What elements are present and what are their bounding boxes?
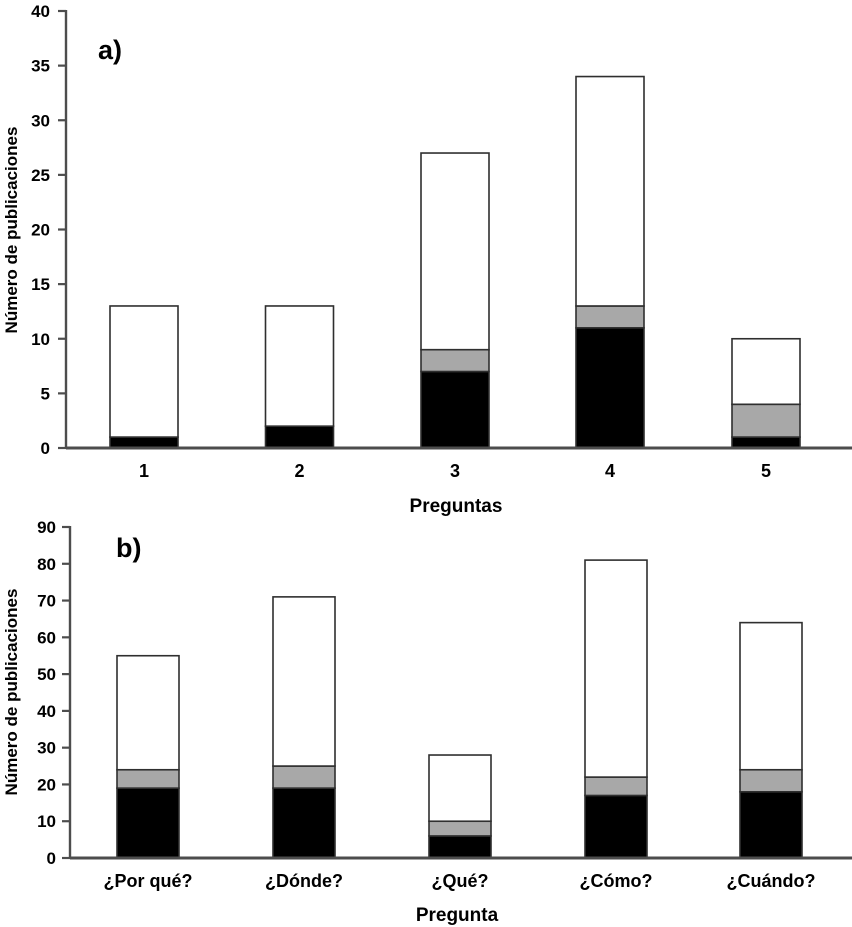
bar-chart-a-5-white-segment	[731, 337, 801, 406]
bar-chart-a-4-black-segment	[575, 327, 645, 449]
chart-a-axes: 0 5 10 15 20 25 30 35 40	[31, 2, 852, 458]
bar-chart-b-¿Cómo?-gray-segment	[584, 776, 648, 797]
bar-chart-a-5-gray-segment	[731, 403, 801, 438]
y-tick-label-chart-b-40: 40	[37, 702, 56, 721]
x-category-label-chart-b-3: ¿Cómo?	[580, 871, 653, 891]
y-tick-label-chart-b-10: 10	[37, 812, 56, 831]
x-axis-title-a: Preguntas	[410, 496, 503, 517]
bar-chart-b-¿Cómo?-black-segment	[584, 794, 648, 859]
x-category-label-chart-a-4: 5	[761, 461, 771, 481]
bar-chart-b-¿Cuándo?-black-segment	[739, 790, 803, 859]
chart-b-axes: 0 10 20 30 40 50 60 70 80 90	[37, 518, 852, 868]
bar-chart-b-¿Qué?-white-segment	[428, 754, 492, 823]
bar-chart-b-¿Qué?-black-segment	[428, 835, 492, 859]
y-tick-label-chart-b-0: 0	[47, 849, 56, 868]
y-tick-label-chart-a-30: 30	[31, 111, 50, 130]
y-tick-label-chart-a-40: 40	[31, 2, 50, 21]
chart-a: 1 2 3 4 5 0 5 10 15 20 25 30 35 40 a) Preguntas Núme…	[2, 2, 852, 517]
bar-chart-b-¿Por qué?-gray-segment	[116, 768, 180, 789]
y-tick-label-chart-b-60: 60	[37, 628, 56, 647]
y-tick-label-chart-b-30: 30	[37, 739, 56, 758]
x-category-label-chart-a-1: 2	[294, 461, 304, 481]
chart-b: ¿Por qué? ¿Dónde? ¿Qué? ¿Cómo? ¿Cuándo? 0 10 2…	[2, 518, 852, 926]
x-category-label-chart-a-2: 3	[450, 461, 460, 481]
bar-chart-b-¿Dónde?-white-segment	[272, 596, 336, 767]
chart-b-bars: ¿Por qué? ¿Dónde? ¿Qué? ¿Cómo? ¿Cuándo?	[104, 559, 816, 891]
y-tick-label-chart-a-5: 5	[41, 384, 50, 403]
y-tick-label-chart-a-25: 25	[31, 166, 50, 185]
bar-chart-a-1-black-segment	[109, 436, 179, 449]
bar-chart-a-2-black-segment	[264, 425, 335, 449]
y-tick-label-chart-a-35: 35	[31, 57, 50, 76]
bar-chart-a-3-white-segment	[420, 152, 490, 351]
y-tick-label-chart-b-20: 20	[37, 775, 56, 794]
x-category-label-chart-b-4: ¿Cuándo?	[727, 871, 816, 891]
bar-chart-b-¿Qué?-gray-segment	[428, 820, 492, 837]
bar-chart-a-3-gray-segment	[420, 348, 490, 373]
bar-chart-a-4-white-segment	[575, 75, 645, 307]
x-axis-title-b: Pregunta	[416, 905, 499, 926]
bar-chart-b-¿Cuándo?-gray-segment	[739, 768, 803, 793]
bar-chart-b-¿Dónde?-black-segment	[272, 787, 336, 859]
panel-label-b: b)	[116, 533, 141, 563]
x-category-label-chart-b-1: ¿Dónde?	[265, 871, 343, 891]
bar-chart-a-3-black-segment	[420, 370, 490, 449]
x-category-label-chart-a-3: 4	[605, 461, 615, 481]
bar-chart-a-5-black-segment	[731, 436, 801, 449]
x-category-label-chart-a-0: 1	[139, 461, 149, 481]
bar-chart-a-4-gray-segment	[575, 305, 645, 329]
bar-chart-b-¿Dónde?-gray-segment	[272, 765, 336, 789]
y-tick-label-chart-b-90: 90	[37, 518, 56, 537]
y-tick-label-chart-b-50: 50	[37, 665, 56, 684]
bar-chart-b-¿Cómo?-white-segment	[584, 559, 648, 778]
y-tick-label-chart-a-0: 0	[41, 439, 50, 458]
y-tick-label-chart-b-80: 80	[37, 555, 56, 574]
bar-chart-b-¿Por qué?-white-segment	[116, 654, 180, 771]
y-tick-label-chart-a-10: 10	[31, 330, 50, 349]
y-tick-label-chart-a-20: 20	[31, 221, 50, 240]
y-tick-label-chart-a-15: 15	[31, 275, 50, 294]
y-axis-title-a: Número de publicaciones	[2, 127, 21, 334]
bar-chart-a-1-white-segment	[109, 305, 179, 438]
bar-chart-b-¿Por qué?-black-segment	[116, 787, 180, 859]
bar-chart-b-¿Cuándo?-white-segment	[739, 621, 803, 771]
x-category-label-chart-b-0: ¿Por qué?	[104, 871, 193, 891]
y-axis-title-b: Número de publicaciones	[2, 589, 21, 796]
chart-a-bars: 1 2 3 4 5	[109, 75, 801, 481]
x-category-label-chart-b-2: ¿Qué?	[432, 871, 489, 891]
y-tick-label-chart-b-70: 70	[37, 592, 56, 611]
bar-chart-a-2-white-segment	[264, 305, 335, 427]
panel-label-a: a)	[98, 35, 122, 65]
